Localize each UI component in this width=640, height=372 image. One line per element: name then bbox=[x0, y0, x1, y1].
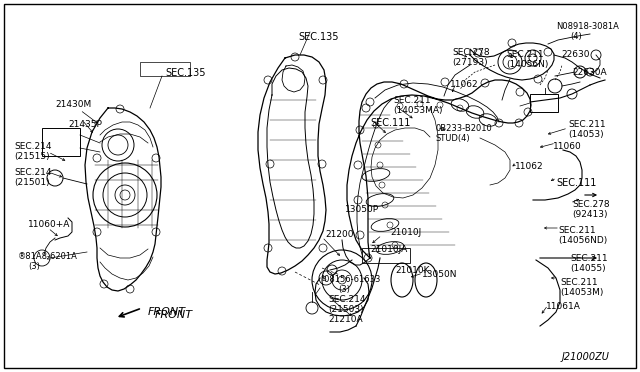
Text: (14056ND): (14056ND) bbox=[558, 236, 607, 245]
Text: 21010J: 21010J bbox=[390, 228, 421, 237]
Text: (21501): (21501) bbox=[14, 178, 50, 187]
Bar bbox=[530, 94, 558, 112]
Text: (3): (3) bbox=[28, 262, 40, 271]
Text: 22630: 22630 bbox=[561, 50, 589, 59]
Text: 11062: 11062 bbox=[450, 80, 479, 89]
Text: 21430M: 21430M bbox=[55, 100, 92, 109]
Bar bbox=[362, 248, 410, 263]
Text: (27193): (27193) bbox=[452, 58, 488, 67]
Text: (14053): (14053) bbox=[568, 130, 604, 139]
Text: (92413): (92413) bbox=[572, 210, 607, 219]
Text: SEC.211: SEC.211 bbox=[560, 278, 598, 287]
Text: SEC.135: SEC.135 bbox=[298, 32, 339, 42]
Text: 11060+A: 11060+A bbox=[28, 220, 70, 229]
Text: SEC.135: SEC.135 bbox=[165, 68, 205, 78]
Text: SEC.211: SEC.211 bbox=[393, 96, 431, 105]
Text: SEC.214: SEC.214 bbox=[14, 142, 51, 151]
Text: 11060: 11060 bbox=[553, 142, 582, 151]
Text: B: B bbox=[322, 276, 326, 282]
Text: 22630A: 22630A bbox=[572, 68, 607, 77]
Text: SEC.111: SEC.111 bbox=[556, 178, 596, 188]
Text: FRONT: FRONT bbox=[148, 307, 186, 317]
Text: SEC.214: SEC.214 bbox=[14, 168, 51, 177]
Text: J21000ZU: J21000ZU bbox=[562, 352, 610, 362]
Text: N08918-3081A: N08918-3081A bbox=[556, 22, 619, 31]
Text: (14053MA): (14053MA) bbox=[393, 106, 442, 115]
Text: SEC.211: SEC.211 bbox=[558, 226, 596, 235]
Text: 0B233-B2010: 0B233-B2010 bbox=[435, 124, 492, 133]
Text: 21010K: 21010K bbox=[395, 266, 429, 275]
Text: (21503): (21503) bbox=[328, 305, 364, 314]
Text: (14055): (14055) bbox=[570, 264, 605, 273]
Text: (3): (3) bbox=[338, 285, 350, 294]
Text: (14053M): (14053M) bbox=[560, 288, 604, 297]
Text: (21515): (21515) bbox=[14, 152, 50, 161]
Text: 21210A: 21210A bbox=[328, 315, 363, 324]
Text: (14056N): (14056N) bbox=[506, 60, 548, 69]
Text: 21010JA: 21010JA bbox=[370, 245, 407, 254]
Text: 11062: 11062 bbox=[515, 162, 543, 171]
Text: SEC.211: SEC.211 bbox=[506, 50, 543, 59]
Text: SEC.211: SEC.211 bbox=[570, 254, 607, 263]
Text: SEC.278: SEC.278 bbox=[572, 200, 610, 209]
Text: ®81A8-6201A: ®81A8-6201A bbox=[18, 252, 78, 261]
Bar bbox=[140, 62, 190, 76]
Text: FRONT: FRONT bbox=[155, 310, 193, 320]
Text: 21435P: 21435P bbox=[68, 120, 102, 129]
Text: 21200: 21200 bbox=[325, 230, 353, 239]
Text: (4): (4) bbox=[570, 32, 582, 41]
Text: °08156-61633: °08156-61633 bbox=[320, 275, 380, 284]
Text: 13050P: 13050P bbox=[345, 205, 379, 214]
Bar bbox=[42, 128, 80, 156]
Text: 11061A: 11061A bbox=[546, 302, 581, 311]
Text: SEC.214: SEC.214 bbox=[328, 295, 365, 304]
Text: SEC.211: SEC.211 bbox=[568, 120, 605, 129]
Text: SEC.278: SEC.278 bbox=[452, 48, 490, 57]
Circle shape bbox=[567, 89, 577, 99]
Text: 13050N: 13050N bbox=[422, 270, 458, 279]
Text: SEC.111: SEC.111 bbox=[370, 118, 410, 128]
Text: STUD(4): STUD(4) bbox=[435, 134, 470, 143]
